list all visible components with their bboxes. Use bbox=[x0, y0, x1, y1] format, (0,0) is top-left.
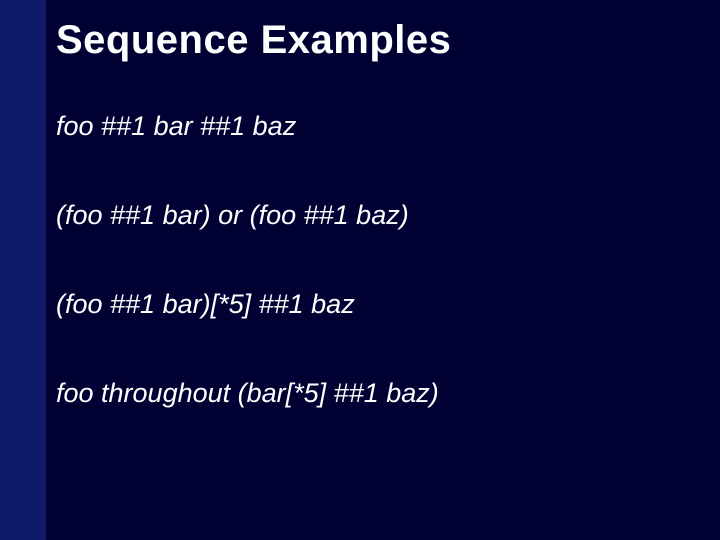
left-accent-bar bbox=[0, 0, 46, 540]
example-line-1: foo ##1 bar ##1 baz bbox=[56, 111, 700, 142]
slide-content: Sequence Examples foo ##1 bar ##1 baz (f… bbox=[46, 0, 720, 540]
example-line-3: (foo ##1 bar)[*5] ##1 baz bbox=[56, 289, 700, 320]
example-line-2: (foo ##1 bar) or (foo ##1 baz) bbox=[56, 200, 700, 231]
example-line-4: foo throughout (bar[*5] ##1 baz) bbox=[56, 378, 700, 409]
slide-title: Sequence Examples bbox=[56, 18, 700, 63]
